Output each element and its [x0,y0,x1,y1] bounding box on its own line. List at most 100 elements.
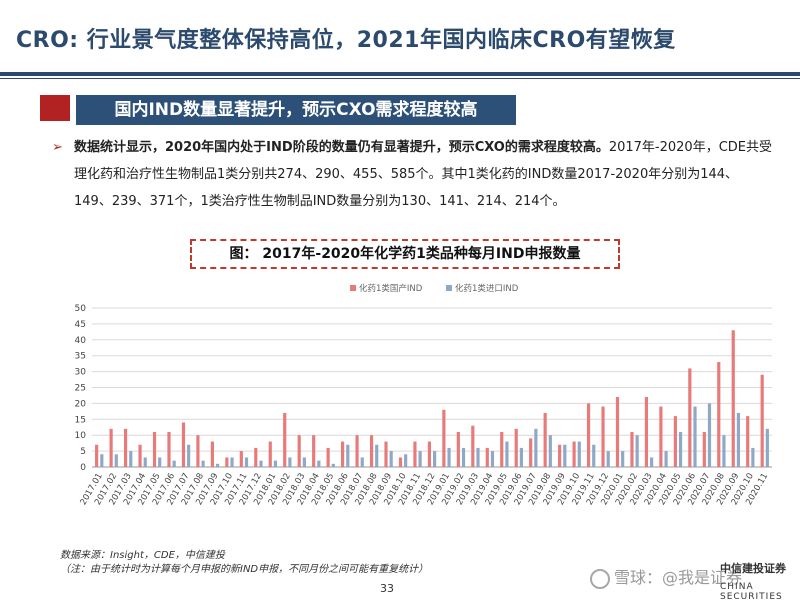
bar-domestic [312,435,316,467]
title-rule [0,72,800,76]
bullet-arrow-icon: ➢ [52,140,63,155]
bar-imported [548,435,552,467]
bar-imported [288,457,292,467]
company-logo: 中信建投证券 [720,562,786,575]
bar-domestic [254,447,258,467]
y-tick-label: 10 [75,431,87,441]
bar-imported [172,460,176,467]
bar-imported [664,451,668,467]
bar-domestic [601,406,605,467]
bar-imported [447,447,451,467]
bar-domestic [746,416,750,467]
bar-imported [143,457,147,467]
company-logo-sub: CHINA SECURITIES [720,582,783,602]
bar-domestic [572,441,576,467]
y-tick-label: 0 [80,463,86,473]
bar-imported [230,457,234,467]
legend-swatch [446,285,452,291]
bar-imported [606,451,610,467]
bar-imported [404,454,408,467]
bar-domestic [427,441,431,467]
bar-imported [707,403,712,467]
bar-domestic [514,428,518,467]
bar-domestic [355,435,359,467]
bar-domestic [529,438,533,467]
bar-domestic [731,330,735,467]
bar-imported [433,451,437,467]
bar-imported [563,444,567,467]
bar-domestic [196,435,200,467]
bar-imported [114,454,118,467]
watermark: 雪球：@我是证券 [590,564,742,589]
bar-domestic [109,428,113,467]
bar-domestic [181,422,186,467]
bar-imported [375,444,379,467]
bar-imported [100,454,104,467]
bar-domestic [283,412,287,467]
bar-domestic [485,447,489,467]
bar-imported [158,457,162,467]
bar-domestic [239,451,243,467]
slide-title: CRO: 行业景气度整体保持高位，2021年国内临床CRO有望恢复 [16,28,676,53]
y-tick-label: 5 [80,447,86,457]
bar-imported [259,460,263,467]
bar-imported [302,457,306,467]
bar-imported [722,435,726,467]
bar-imported [534,428,538,467]
bar-imported [418,451,422,467]
figure-caption: 图： 2017年-2020年化学药1类品种每月IND申报数量 [190,239,620,269]
bar-domestic [586,403,591,467]
bar-domestic [702,432,706,467]
y-tick-label: 40 [75,336,87,346]
bar-domestic [384,441,388,467]
bar-imported [678,432,683,467]
bar-domestic [95,444,99,467]
bar-imported [490,451,495,467]
bar-imported [317,460,321,467]
bar-imported [765,428,769,467]
legend-label: 化药1类进口IND [455,283,519,294]
bar-imported [389,451,393,467]
bar-domestic [543,412,547,467]
bar-domestic [138,444,142,467]
bar-imported [187,444,191,467]
section-heading: 国内IND数量显著提升，预示CXO需求程度较高 [76,95,516,125]
watermark-text: 雪球：@我是证券 [614,568,743,587]
bar-domestic [717,362,721,467]
y-tick-label: 35 [75,352,86,362]
bar-imported [244,457,249,467]
bar-imported [215,463,220,467]
bar-imported [346,444,350,467]
bar-domestic [167,432,171,467]
bar-imported [519,447,523,467]
bar-domestic [326,447,330,467]
bar-domestic [673,416,677,467]
snowball-logo-icon [590,568,610,589]
bar-imported [635,435,639,467]
ind-bar-chart: 051015202530354045502017.012017.022017.0… [75,283,772,507]
bullet-body-text: 2017年-2020年，CDE共受理化药和治疗性生物制品1类分别共274、290… [74,140,773,209]
bar-imported [461,447,466,467]
bar-domestic [413,441,417,467]
bar-imported [331,463,335,467]
title-rule-thin [0,78,800,79]
y-tick-label: 50 [75,304,87,314]
bar-imported [129,451,133,467]
y-tick-label: 15 [75,415,86,425]
bar-imported [650,457,654,467]
bar-domestic [152,432,157,467]
page-number: 33 [380,582,394,595]
bar-domestic [442,409,446,467]
y-tick-label: 45 [75,320,86,330]
bar-domestic [225,457,229,467]
bar-imported [736,412,741,467]
bar-domestic [123,428,128,467]
bar-imported [751,447,755,467]
y-tick-label: 30 [75,368,87,378]
y-tick-label: 20 [75,399,87,409]
bar-domestic [558,444,562,467]
bar-domestic [659,406,663,467]
legend-swatch [350,285,356,291]
bar-domestic [500,432,504,467]
bar-domestic [760,374,764,467]
